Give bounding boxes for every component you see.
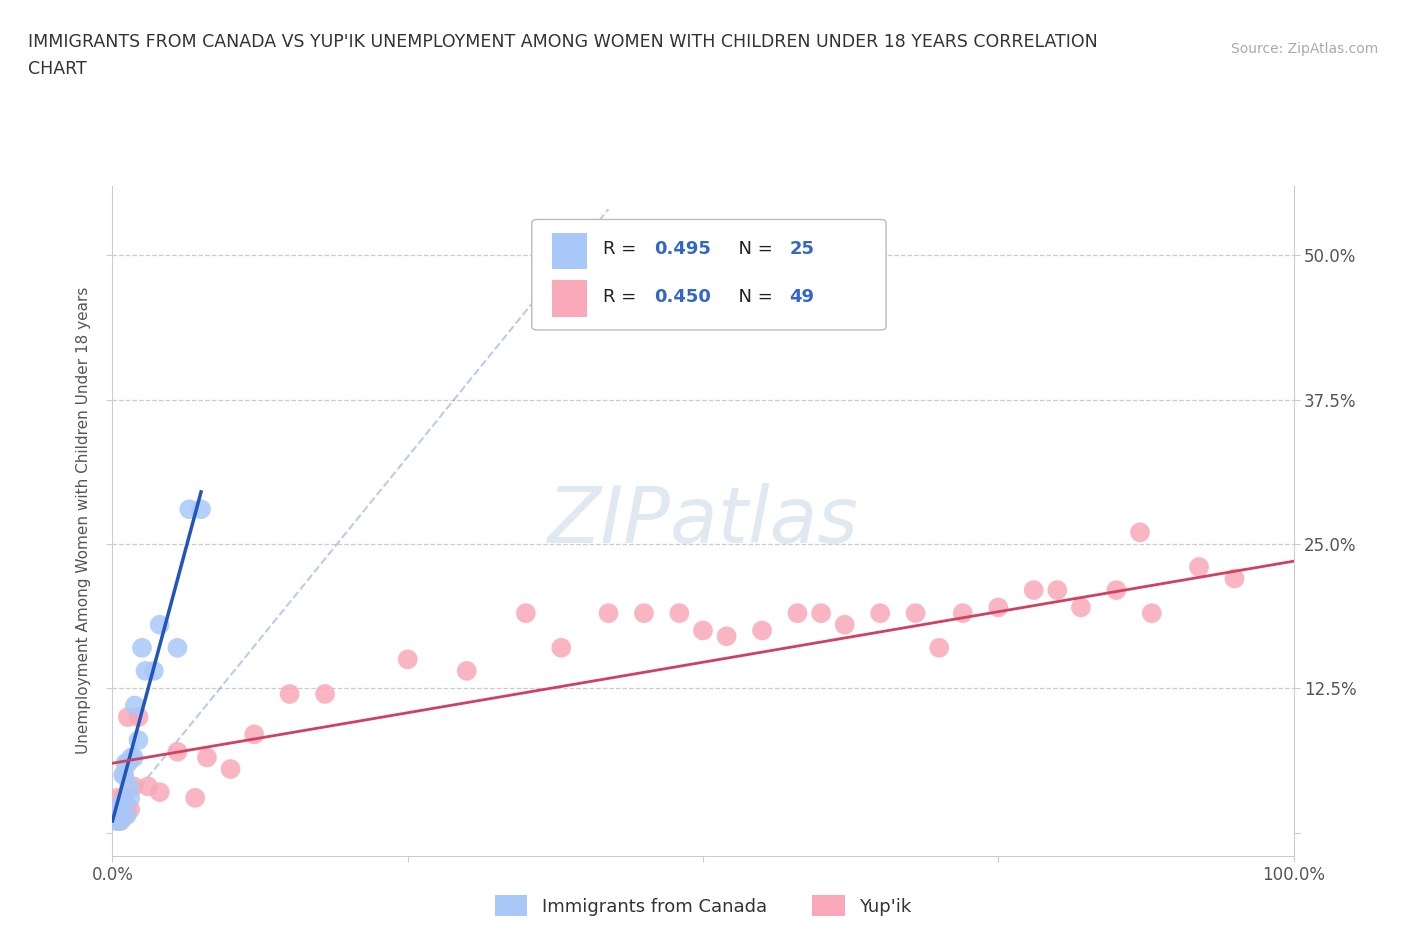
Point (107, 802, 129, 817)
Point (118, 779, 141, 794)
Point (115, 808, 138, 823)
Point (108, 814, 131, 829)
Point (114, 796, 136, 811)
Point (114, 756, 136, 771)
Text: ZIPatlas: ZIPatlas (547, 483, 859, 559)
Point (110, 814, 132, 829)
Point (149, 785, 172, 800)
Point (105, 808, 128, 823)
Point (190, 502, 212, 517)
Point (110, 808, 132, 823)
Point (120, 750, 142, 764)
Point (120, 802, 142, 817)
Point (314, 686, 336, 701)
Point (1070, 600, 1092, 615)
Point (124, 698, 146, 713)
Y-axis label: Unemployment Among Women with Children Under 18 years: Unemployment Among Women with Children U… (76, 287, 91, 754)
Point (105, 802, 128, 817)
Point (1022, 582, 1045, 597)
Point (111, 802, 134, 817)
Point (107, 814, 129, 829)
Point (633, 605, 655, 620)
Text: 25: 25 (789, 240, 814, 259)
Point (1129, 525, 1152, 539)
Text: 0.495: 0.495 (655, 240, 711, 259)
Point (668, 605, 690, 620)
Point (515, 605, 537, 620)
Text: Source: ZipAtlas.com: Source: ZipAtlas.com (1230, 42, 1378, 56)
Point (195, 750, 218, 764)
Point (1223, 571, 1246, 586)
Point (149, 618, 172, 632)
Point (952, 605, 974, 620)
Point (120, 790, 142, 805)
Point (117, 710, 139, 724)
Point (111, 796, 134, 811)
Point (105, 814, 128, 829)
Point (142, 663, 165, 678)
FancyBboxPatch shape (551, 280, 588, 317)
Point (219, 762, 242, 777)
Text: N =: N = (727, 240, 778, 259)
Point (869, 605, 891, 620)
Point (396, 652, 419, 667)
FancyBboxPatch shape (531, 219, 886, 330)
Point (112, 808, 135, 823)
Legend: Immigrants from Canada, Yup'ik: Immigrants from Canada, Yup'ik (488, 888, 918, 923)
Point (928, 641, 950, 656)
Point (108, 808, 131, 823)
Point (105, 790, 128, 805)
Point (115, 802, 138, 817)
Point (550, 641, 572, 656)
Point (810, 605, 832, 620)
Point (105, 802, 128, 817)
Point (122, 779, 145, 794)
Point (166, 744, 188, 759)
Point (184, 790, 207, 805)
Point (127, 710, 149, 724)
Point (278, 686, 301, 701)
Point (135, 663, 157, 678)
Text: IMMIGRANTS FROM CANADA VS YUP'IK UNEMPLOYMENT AMONG WOMEN WITH CHILDREN UNDER 18: IMMIGRANTS FROM CANADA VS YUP'IK UNEMPLO… (28, 33, 1098, 50)
Text: R =: R = (603, 288, 641, 306)
Text: 49: 49 (789, 288, 814, 306)
Point (1046, 582, 1069, 597)
Point (987, 600, 1010, 615)
Point (166, 641, 188, 656)
Point (179, 502, 201, 517)
Point (127, 733, 149, 748)
Point (1140, 605, 1163, 620)
Point (122, 750, 145, 764)
Point (716, 629, 738, 644)
FancyBboxPatch shape (551, 232, 588, 270)
Point (112, 767, 135, 782)
Text: CHART: CHART (28, 60, 87, 78)
Point (692, 623, 714, 638)
Point (112, 767, 135, 782)
Text: N =: N = (727, 288, 778, 306)
Point (598, 605, 620, 620)
Point (136, 779, 159, 794)
Text: 0.450: 0.450 (655, 288, 711, 306)
Point (786, 605, 808, 620)
Point (1105, 582, 1128, 597)
Point (456, 663, 478, 678)
Point (117, 756, 139, 771)
Text: R =: R = (603, 240, 641, 259)
Point (243, 727, 266, 742)
Point (112, 790, 135, 805)
Point (834, 618, 856, 632)
Point (751, 623, 773, 638)
Point (904, 605, 927, 620)
Point (1188, 560, 1211, 575)
Point (131, 641, 153, 656)
